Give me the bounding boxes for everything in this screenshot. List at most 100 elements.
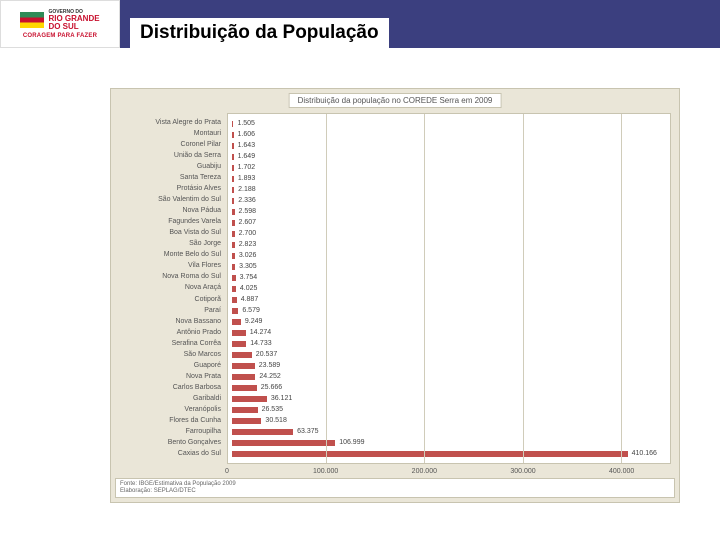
bar [232, 341, 246, 347]
bar-value-label: 1.606 [238, 131, 256, 138]
logo-text: GOVERNO DO RIO GRANDE DO SUL [48, 10, 99, 31]
y-category-label: Garibaldi [111, 395, 225, 403]
y-category-label: Santa Tereza [111, 174, 225, 182]
bar-value-label: 1.643 [238, 142, 256, 149]
bar-row: 23.589 [232, 362, 666, 370]
bar-row: 6.579 [232, 307, 666, 315]
gridline [326, 114, 327, 463]
y-category-label: Carlos Barbosa [111, 384, 225, 392]
bar-value-label: 1.649 [238, 153, 256, 160]
bars-container: 1.505 1.606 1.643 1.649 1.702 1.893 2.188 2.336… [232, 118, 666, 459]
bar [232, 242, 235, 248]
bar-value-label: 23.589 [259, 362, 280, 369]
bar-value-label: 106.999 [339, 439, 364, 446]
bar [232, 198, 234, 204]
bar [232, 286, 236, 292]
bar [232, 143, 234, 149]
y-category-label: Protásio Alves [111, 185, 225, 193]
bar-value-label: 20.537 [256, 351, 277, 358]
bar-value-label: 9.249 [245, 318, 263, 325]
bar-row: 1.702 [232, 164, 666, 172]
bar [232, 385, 257, 391]
gridline [523, 114, 524, 463]
y-category-label: Monte Belo do Sul [111, 251, 225, 259]
bar [232, 396, 267, 402]
bar-value-label: 3.305 [239, 263, 257, 270]
x-tick-label: 200.000 [412, 468, 437, 475]
bar-value-label: 4.025 [240, 285, 258, 292]
bar-value-label: 2.598 [239, 208, 257, 215]
y-category-label: Vila Flores [111, 262, 225, 270]
bar-row: 1.893 [232, 175, 666, 183]
bar-row: 3.305 [232, 263, 666, 271]
y-category-label: Nova Pádua [111, 207, 225, 215]
y-axis-labels: Vista Alegre do PrataMontauriCoronel Pil… [111, 113, 225, 464]
y-category-label: São Jorge [111, 240, 225, 248]
source-line-2: Elaboração: SEPLAG/DTEC [120, 488, 670, 495]
bar [232, 220, 235, 226]
bar-value-label: 4.887 [241, 296, 259, 303]
logo-state-line2: DO SUL [48, 23, 99, 31]
bar [232, 429, 293, 435]
bar-row: 1.649 [232, 153, 666, 161]
chart-title: Distribuição da população no COREDE Serr… [289, 93, 502, 108]
bar-row: 410.166 [232, 450, 666, 458]
bar-value-label: 14.733 [250, 340, 271, 347]
bar-value-label: 2.700 [239, 230, 257, 237]
x-axis: 0100.000200.000300.000400.000 [227, 466, 671, 478]
bar-value-label: 1.505 [237, 120, 255, 127]
bar [232, 132, 234, 138]
bar-row: 1.643 [232, 142, 666, 150]
bar-row: 36.121 [232, 395, 666, 403]
bar-value-label: 25.666 [261, 384, 282, 391]
bar [232, 154, 234, 160]
bar-value-label: 2.336 [238, 197, 256, 204]
bar-value-label: 26.535 [262, 406, 283, 413]
bar-row: 1.505 [232, 120, 666, 128]
bar-row: 2.607 [232, 219, 666, 227]
bar [232, 121, 233, 127]
bar [232, 264, 235, 270]
bar-value-label: 14.274 [250, 329, 271, 336]
bar-row: 2.700 [232, 230, 666, 238]
bar-row: 20.537 [232, 351, 666, 359]
bar-value-label: 1.893 [238, 175, 256, 182]
y-category-label: Nova Prata [111, 373, 225, 381]
chart-source: Fonte: IBGE/Estimativa da População 2009… [115, 478, 675, 498]
bar-value-label: 2.188 [238, 186, 256, 193]
y-category-label: São Valentim do Sul [111, 196, 225, 204]
y-category-label: Serafina Corrêa [111, 340, 225, 348]
y-category-label: Fagundes Varela [111, 218, 225, 226]
bar [232, 407, 258, 413]
bar-row: 26.535 [232, 406, 666, 414]
bar-value-label: 1.702 [238, 164, 256, 171]
bar-row: 2.336 [232, 197, 666, 205]
y-category-label: Nova Roma do Sul [111, 273, 225, 281]
x-tick-label: 400.000 [609, 468, 634, 475]
bar-value-label: 2.607 [239, 219, 257, 226]
y-category-label: Nova Araçá [111, 284, 225, 292]
bar [232, 352, 252, 358]
bar-value-label: 2.823 [239, 241, 257, 248]
bar [232, 176, 234, 182]
bar-value-label: 6.579 [242, 307, 260, 314]
bar-row: 9.249 [232, 318, 666, 326]
gridline [424, 114, 425, 463]
y-category-label: Bento Gonçalves [111, 439, 225, 447]
bar-row: 1.606 [232, 131, 666, 139]
bar [232, 253, 235, 259]
bar-row: 30.518 [232, 417, 666, 425]
rs-flag-icon [20, 12, 44, 28]
y-category-label: Guaporé [111, 362, 225, 370]
bar-row: 2.598 [232, 208, 666, 216]
y-category-label: São Marcos [111, 351, 225, 359]
bar [232, 187, 234, 193]
y-category-label: Nova Bassano [111, 318, 225, 326]
bar [232, 275, 236, 281]
y-category-label: Farroupilha [111, 428, 225, 436]
bar [232, 209, 235, 215]
y-category-label: Coronel Pilar [111, 141, 225, 149]
y-category-label: Antônio Prado [111, 329, 225, 337]
logo-slogan: CORAGEM PARA FAZER [23, 33, 97, 39]
y-category-label: Flores da Cunha [111, 417, 225, 425]
